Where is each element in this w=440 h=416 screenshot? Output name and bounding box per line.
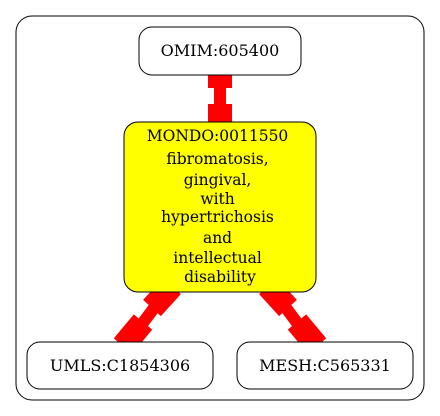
node-mondo-line: fibromatosis, [166, 150, 268, 168]
edge-head-block [208, 104, 232, 124]
node-mondo[interactable]: MONDO:0011550 fibromatosis, gingival, wi… [123, 121, 317, 293]
edge-center-left [113, 277, 181, 354]
node-mondo-box [123, 121, 317, 293]
node-omim-box [138, 26, 302, 76]
edge-top-center [208, 68, 232, 124]
node-mondo-line: intellectual [173, 249, 262, 267]
node-mondo-line: and [203, 229, 232, 247]
node-omim-label: OMIM:605400 [161, 41, 280, 60]
node-mesh-label: MESH:C565331 [259, 356, 391, 375]
node-mondo-line: hypertrichosis [161, 208, 274, 226]
node-mondo-line: MONDO:0011550 [147, 127, 289, 145]
node-umls[interactable]: UMLS:C1854306 [26, 341, 214, 390]
node-mondo-line: disability [184, 268, 256, 286]
node-omim[interactable]: OMIM:605400 [138, 26, 302, 76]
node-mondo-line: gingival, [184, 171, 252, 189]
node-umls-box [26, 341, 214, 390]
node-mesh-box [236, 341, 414, 390]
node-mondo-label: MONDO:0011550 fibromatosis, gingival, wi… [147, 127, 293, 286]
edge-center-right [259, 277, 327, 354]
node-mondo-line: with [200, 190, 234, 208]
cluster-border [15, 15, 425, 401]
node-mesh[interactable]: MESH:C565331 [236, 341, 414, 390]
node-umls-label: UMLS:C1854306 [50, 356, 190, 375]
